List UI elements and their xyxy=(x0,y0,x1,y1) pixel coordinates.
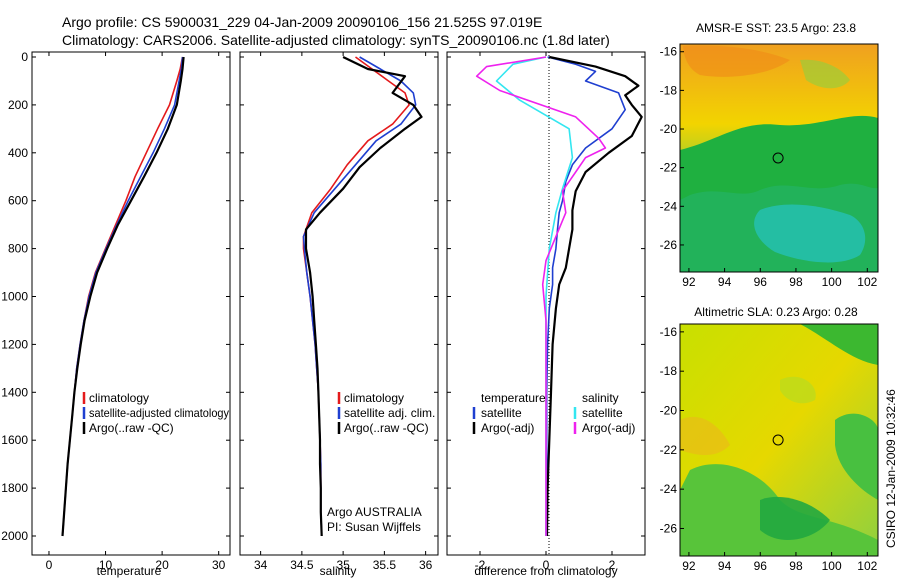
map-y-tick-label: -26 xyxy=(660,238,678,252)
legend-climatology: climatology xyxy=(89,391,149,405)
x-tick-label: 2 xyxy=(609,558,616,572)
map-x-tick-label: 94 xyxy=(718,559,732,573)
salinity-xlabel: salinity xyxy=(320,564,357,578)
x-tick-label: 0 xyxy=(46,558,53,572)
map-y-tick-label: -22 xyxy=(660,161,678,175)
legend-temp-argo: Argo(-adj) xyxy=(481,421,534,435)
difference-legend: temperature satellite Argo(-adj) salinit… xyxy=(472,391,635,435)
legend-argo: Argo(..raw -QC) xyxy=(89,421,174,435)
map-x-tick-label: 94 xyxy=(718,275,732,289)
map-y-tick-label: -16 xyxy=(660,325,678,339)
sla-map-title: Altimetric SLA: 0.23 Argo: 0.28 xyxy=(694,305,858,319)
salinity-series xyxy=(302,56,423,537)
temperature-axes xyxy=(31,51,231,556)
x-tick-label: 0 xyxy=(543,558,550,572)
map-y-tick-label: -24 xyxy=(660,199,678,213)
map-x-tick-label: 96 xyxy=(754,559,768,573)
difference-series xyxy=(475,55,643,537)
legend-sal-argo: Argo(-adj) xyxy=(582,421,635,435)
map-y-tick-label: -24 xyxy=(660,482,678,496)
map-x-tick-label: 98 xyxy=(789,275,803,289)
temperature-legend: climatology satellite-adjusted climatolo… xyxy=(82,391,229,435)
argo-program-label: Argo AUSTRALIA xyxy=(327,505,422,519)
sst-map-frame xyxy=(679,43,879,273)
map-x-tick-label: 100 xyxy=(822,559,842,573)
sla-map xyxy=(680,324,878,556)
legend-satellite-adjusted: satellite-adjusted climatology xyxy=(89,406,229,420)
x-tick-label: 34 xyxy=(254,558,268,572)
x-tick-label: 36 xyxy=(419,558,433,572)
map-x-tick-label: 100 xyxy=(822,275,842,289)
x-tick-label: 34.5 xyxy=(290,558,314,572)
figure-title-line-2: Climatology: CARS2006. Satellite-adjuste… xyxy=(62,32,610,48)
legend-temperature-heading: temperature xyxy=(481,391,546,405)
sst-argo-marker xyxy=(772,152,784,164)
depth-tick-label: 1400 xyxy=(1,385,28,399)
series-line-argo-raw-qc- xyxy=(61,56,185,537)
depth-tick-label: 800 xyxy=(8,242,28,256)
sla-argo-marker xyxy=(772,434,784,446)
map-y-tick-label: -18 xyxy=(660,364,678,378)
map-x-tick-label: 92 xyxy=(682,559,696,573)
depth-tick-label: 200 xyxy=(8,98,28,112)
x-tick-label: 10 xyxy=(99,558,113,572)
sst-map xyxy=(680,44,878,272)
depth-tick-label: 1000 xyxy=(1,290,28,304)
series-line-temperature-satellite xyxy=(545,56,627,537)
map-y-tick-label: -20 xyxy=(660,122,678,136)
map-x-tick-label: 92 xyxy=(682,275,696,289)
x-tick-label: 35 xyxy=(336,558,350,572)
legend-salinity-heading: salinity xyxy=(582,391,619,405)
sst-map-title: AMSR-E SST: 23.5 Argo: 23.8 xyxy=(696,21,856,35)
depth-tick-label: 400 xyxy=(8,146,28,160)
depth-tick-label: 0 xyxy=(21,50,28,64)
sst-map-ticks: 92 94 96 98 100 102 -16 -18 -20 -22 -24 -26 xyxy=(660,45,878,289)
map-x-tick-label: 98 xyxy=(789,559,803,573)
depth-tick-label: 1200 xyxy=(1,337,28,351)
series-line-temperature-argo-adj- xyxy=(545,55,643,537)
x-tick-label: 20 xyxy=(155,558,169,572)
legend-temp-satellite: satellite xyxy=(481,406,522,420)
sla-map-ticks: 92 94 96 98 100 102 -16 -18 -20 -22 -24 -26 xyxy=(660,325,878,573)
depth-tick-label: 2000 xyxy=(1,529,28,543)
salinity-axes xyxy=(239,51,439,556)
side-timestamp-label: CSIRO 12-Jan-2009 10:32:46 xyxy=(884,389,898,548)
series-line-salinity-satellite xyxy=(495,56,574,536)
temperature-series xyxy=(61,56,185,537)
map-y-tick-label: -16 xyxy=(660,45,678,59)
difference-xlabel: difference from climatology xyxy=(474,564,617,578)
sla-map-frame xyxy=(679,323,879,557)
depth-tick-label: 1800 xyxy=(1,481,28,495)
depth-tick-label: 1600 xyxy=(1,433,28,447)
x-tick-label: 35.5 xyxy=(373,558,397,572)
legend-argo: Argo(..raw -QC) xyxy=(344,421,429,435)
salinity-legend: climatology satellite adj. clim. Argo(..… xyxy=(327,391,435,534)
legend-satellite-adj: satellite adj. clim. xyxy=(344,406,435,420)
legend-sal-satellite: satellite xyxy=(582,406,623,420)
series-line-salinity-argo-adj- xyxy=(475,56,607,536)
principal-investigator-label: PI: Susan Wijffels xyxy=(327,520,421,534)
depth-axis-ticks: 0 200 400 600 800 1000 1200 1400 1600 1800 2000 xyxy=(1,50,645,543)
map-y-tick-label: -22 xyxy=(660,443,678,457)
series-line-argo-raw-qc- xyxy=(304,56,423,537)
map-y-tick-label: -18 xyxy=(660,83,678,97)
figure-title-line-1: Argo profile: CS 5900031_229 04-Jan-2009… xyxy=(62,14,542,30)
depth-tick-label: 600 xyxy=(8,194,28,208)
map-y-tick-label: -20 xyxy=(660,404,678,418)
map-x-tick-label: 102 xyxy=(857,275,877,289)
series-line-satellite-adjusted-climatology xyxy=(61,56,184,537)
temperature-xlabel: temperature xyxy=(97,564,162,578)
legend-climatology: climatology xyxy=(344,391,404,405)
map-y-tick-label: -26 xyxy=(660,521,678,535)
x-tick-label: -2 xyxy=(475,558,486,572)
x-tick-label: 30 xyxy=(212,558,226,572)
x-axis-ticks: 0 10 20 30 34 34.5 35 35.5 36 -2 0 2 xyxy=(46,52,616,572)
map-x-tick-label: 102 xyxy=(857,559,877,573)
map-x-tick-label: 96 xyxy=(754,275,768,289)
